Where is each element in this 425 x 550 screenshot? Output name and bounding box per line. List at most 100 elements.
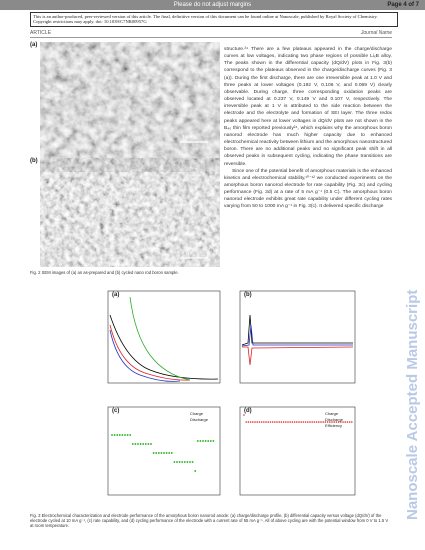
marker (344, 421, 346, 423)
marker (280, 421, 283, 423)
marker (186, 461, 189, 463)
marker (309, 421, 311, 423)
panel-label: (a) (30, 42, 38, 48)
marker (291, 421, 294, 423)
marker (207, 440, 210, 442)
marker (307, 421, 309, 423)
marker (346, 421, 349, 423)
marker (326, 421, 329, 423)
marker (118, 434, 121, 436)
marker (121, 434, 124, 436)
figure-3 (107, 290, 356, 496)
marker (348, 421, 351, 423)
marker (199, 440, 202, 442)
marker (322, 421, 324, 423)
legend-entry: Charge (190, 411, 204, 416)
marker (212, 440, 215, 442)
scale-label: 1 µm (182, 134, 193, 139)
marker (311, 421, 313, 423)
legend-entry: Charge (325, 411, 339, 416)
marker (293, 421, 296, 423)
marker (142, 443, 145, 445)
marker (287, 421, 289, 423)
marker (150, 443, 152, 445)
marker (282, 421, 285, 423)
marker (335, 421, 338, 423)
marker (202, 440, 204, 442)
marker (329, 421, 331, 423)
marker (160, 452, 163, 454)
marker (263, 421, 265, 423)
marker (249, 421, 252, 423)
marker (313, 421, 316, 423)
marker (196, 440, 199, 442)
marker (157, 452, 160, 454)
marker (342, 421, 344, 423)
marker (165, 452, 168, 454)
paragraph: structure.²⁴ There are a few plateaus ap… (224, 47, 392, 167)
marker (129, 434, 132, 436)
marker (276, 421, 278, 423)
legend-entry: Discharge (325, 417, 344, 422)
panel-label: (b) (30, 158, 38, 164)
marker (194, 470, 197, 472)
marker (243, 414, 245, 416)
marker (124, 434, 126, 436)
marker (274, 421, 276, 423)
legend-entry: Efficiency (325, 423, 343, 428)
marker (178, 461, 181, 463)
marker (289, 421, 291, 423)
header-rule (30, 37, 392, 38)
marker (333, 421, 335, 423)
marker (247, 421, 250, 423)
scale-label: 1 µm (182, 250, 193, 255)
marker (304, 421, 307, 423)
marker (155, 452, 158, 454)
header-right: Journal Name (360, 30, 392, 36)
marker (209, 440, 212, 442)
body-text: structure.²⁴ There are a few plateaus ap… (224, 46, 392, 211)
marker (296, 421, 298, 423)
paragraph: Since one of the potential benefit of am… (224, 168, 392, 210)
marker (265, 421, 267, 423)
marker (256, 421, 258, 423)
marker (144, 443, 147, 445)
sem-figure (40, 42, 215, 266)
marker (163, 452, 165, 454)
top-bar: Please do not adjust margins Page 4 of 7 (0, 0, 425, 10)
marker (300, 421, 302, 423)
marker (113, 434, 116, 436)
marker (315, 421, 318, 423)
marker (176, 461, 178, 463)
marker (139, 443, 142, 445)
marker (271, 421, 274, 423)
marker (168, 452, 171, 454)
marker (254, 421, 256, 423)
marker (337, 421, 340, 423)
marker (131, 443, 134, 445)
figure-caption: Fig. 3 Electrochemical characterization … (30, 513, 389, 529)
marker (258, 421, 261, 423)
header-left: ARTICLE (30, 30, 52, 36)
marker (191, 461, 194, 463)
marker (324, 421, 327, 423)
marker (302, 421, 305, 423)
figure-caption: Fig. 2 SEM images of (a) an as-prepared … (30, 270, 179, 275)
marker (116, 434, 119, 436)
marker (331, 421, 333, 423)
marker (134, 443, 137, 445)
marker (183, 461, 186, 463)
marker (260, 421, 263, 423)
marker (137, 443, 139, 445)
legend-entry: Discharge (190, 417, 209, 422)
top-bar-text: Please do not adjust margins (173, 2, 252, 8)
author-notice: This is an author-produced, peer-reviewe… (30, 12, 398, 27)
marker (252, 421, 254, 423)
panel-label: (b) (244, 292, 252, 298)
marker (170, 452, 173, 454)
panel-label: (a) (112, 292, 120, 298)
panel-label: (c) (112, 408, 120, 414)
marker (318, 421, 320, 423)
marker (181, 461, 184, 463)
marker (147, 443, 150, 445)
